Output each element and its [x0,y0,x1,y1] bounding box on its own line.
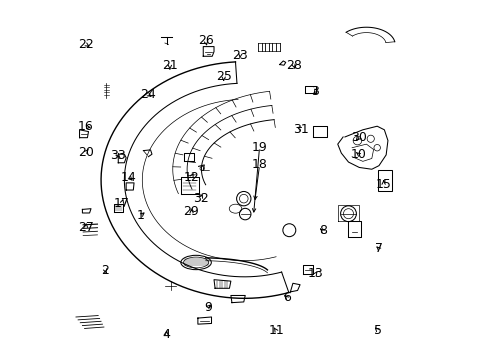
Text: 17: 17 [114,197,129,210]
Text: 21: 21 [162,59,178,72]
Text: 19: 19 [251,140,267,153]
Text: 18: 18 [251,158,267,171]
Text: 26: 26 [198,34,213,48]
Text: 12: 12 [183,171,199,184]
Text: 8: 8 [318,224,326,238]
Text: 5: 5 [373,324,381,337]
Text: 16: 16 [78,121,94,134]
Text: 31: 31 [293,122,308,136]
Text: 23: 23 [232,49,247,62]
Text: 6: 6 [282,291,290,304]
Text: 10: 10 [350,148,366,161]
Text: 22: 22 [78,38,94,51]
Text: 4: 4 [163,328,170,341]
Text: 13: 13 [307,267,323,280]
Text: 1: 1 [136,210,144,222]
Text: 30: 30 [350,131,366,144]
Text: 28: 28 [285,59,301,72]
Text: 25: 25 [215,70,231,83]
Text: 15: 15 [375,178,391,191]
Text: 27: 27 [78,221,94,234]
Text: 29: 29 [183,205,199,218]
Text: 2: 2 [101,264,109,277]
Text: 9: 9 [203,301,211,314]
Text: 32: 32 [192,192,208,205]
Text: 20: 20 [78,145,94,158]
Text: 3: 3 [311,85,319,98]
Text: 14: 14 [121,171,137,184]
Text: 11: 11 [267,324,284,337]
Text: 7: 7 [374,242,382,255]
Text: 33: 33 [110,149,126,162]
Text: 24: 24 [140,88,156,101]
